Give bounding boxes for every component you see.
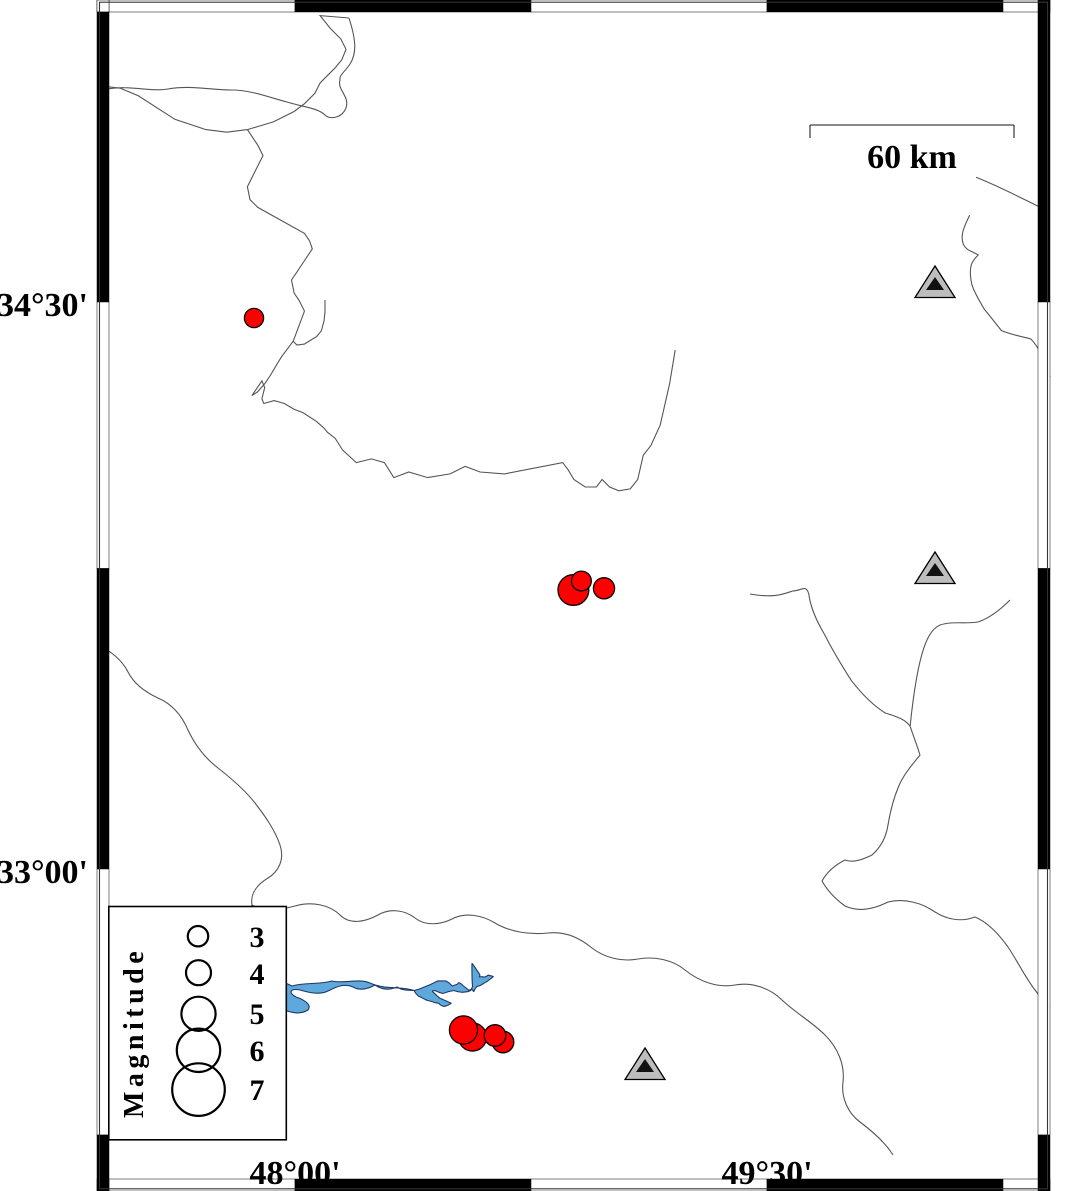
- svg-text:33°00': 33°00': [0, 854, 88, 891]
- svg-text:6: 6: [250, 1035, 265, 1068]
- svg-text:48°00': 48°00': [249, 1155, 340, 1191]
- svg-text:5: 5: [250, 998, 265, 1031]
- svg-text:60 km: 60 km: [867, 139, 957, 176]
- svg-text:3: 3: [250, 921, 265, 954]
- svg-text:49°30': 49°30': [721, 1155, 812, 1191]
- svg-text:Magnitude: Magnitude: [119, 947, 150, 1118]
- svg-text:34°30': 34°30': [0, 287, 88, 324]
- svg-text:4: 4: [250, 958, 265, 991]
- svg-text:7: 7: [250, 1074, 265, 1107]
